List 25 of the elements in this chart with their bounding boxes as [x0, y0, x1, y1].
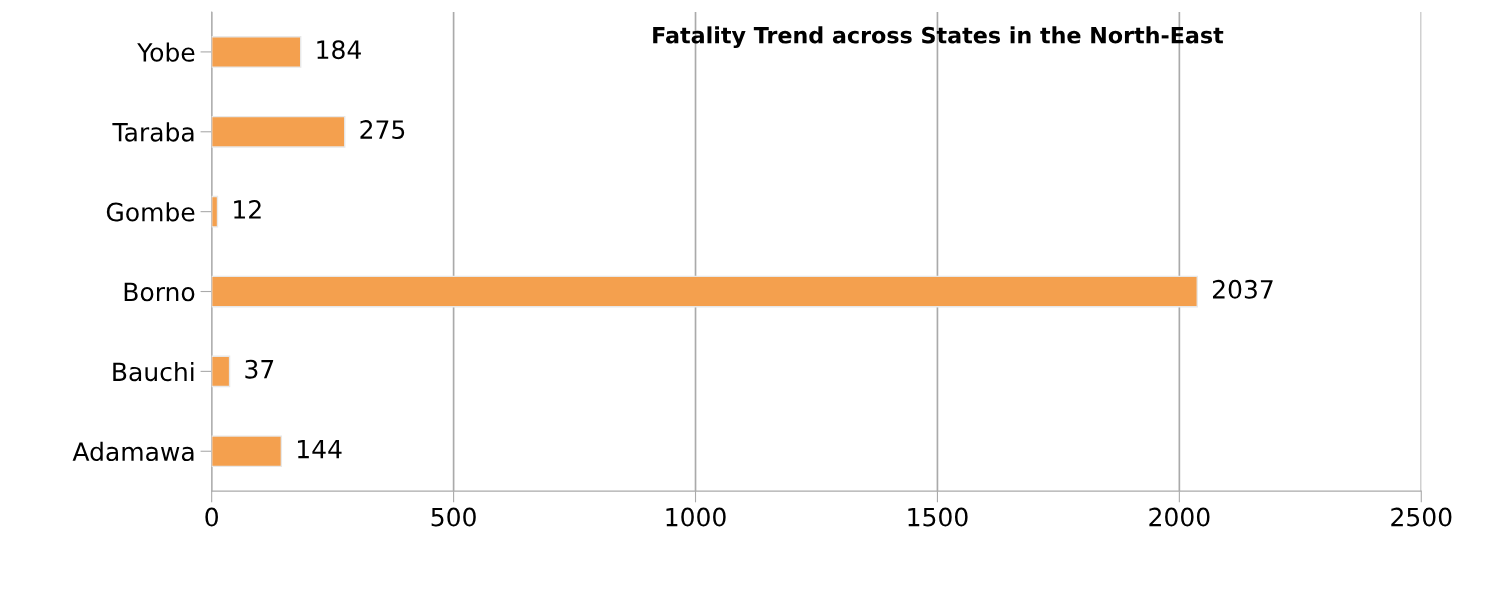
y-tick-label: Bauchi — [113, 361, 194, 382]
bar — [211, 275, 1198, 308]
data-label: 12 — [234, 199, 261, 219]
bar — [211, 36, 302, 68]
bar — [211, 435, 283, 468]
x-tick-label: 1000 — [666, 507, 726, 527]
y-tick-label: Gombe — [106, 202, 195, 222]
data-label: 184 — [317, 40, 361, 60]
y-tick-label: Adamawa — [72, 441, 194, 462]
data-label: 2037 — [1212, 279, 1273, 299]
x-tick-label: 2500 — [1391, 507, 1452, 527]
data-label: 275 — [360, 120, 405, 140]
text: Fatality Trend across States in the North-East — [653, 26, 1224, 49]
x-tick-label: 2000 — [1149, 507, 1210, 527]
x-tick-label: 500 — [431, 507, 476, 527]
bar — [211, 195, 219, 228]
y-tick-label: Taraba — [112, 122, 194, 142]
data-label: 144 — [297, 439, 342, 459]
bar — [211, 115, 346, 148]
y-tick-label: Yobe — [137, 42, 195, 62]
x-tick-label: 0 — [205, 507, 218, 527]
x-tick-label: 1500 — [908, 507, 968, 527]
data-label: 37 — [245, 359, 274, 379]
y-tick-label: Borno — [124, 282, 195, 302]
bar — [211, 355, 231, 388]
